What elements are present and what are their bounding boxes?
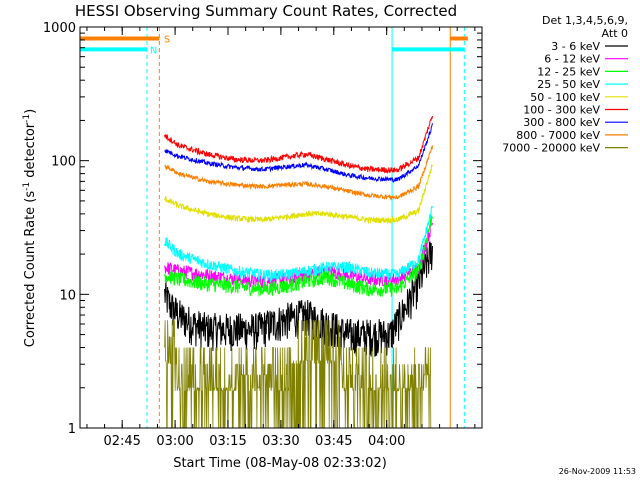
y-tick-label-3: 1000 <box>43 21 76 36</box>
series-line-4 <box>164 164 433 225</box>
legend-label-8: 7000 - 20000 keV <box>502 142 600 155</box>
x-tick-label-5: 04:00 <box>368 434 405 449</box>
y-tick-label-1: 10 <box>59 288 76 303</box>
legend-label-1: 6 - 12 keV <box>544 53 600 66</box>
legend-label-2: 12 - 25 keV <box>537 65 600 78</box>
x-tick-label-4: 03:45 <box>315 434 352 449</box>
night-flag-label: N <box>150 45 157 56</box>
y-axis: 1 10 100 1000 <box>43 21 482 437</box>
x-axis-label: Start Time (08-May-08 02:33:02) <box>173 456 387 471</box>
y-axis-label-exp2: -1 <box>22 114 32 123</box>
series-line-7 <box>164 145 433 201</box>
y-tick-label-2: 100 <box>51 155 76 170</box>
legend-label-0: 3 - 6 keV <box>551 40 600 53</box>
legend-label-5: 100 - 300 keV <box>523 104 600 117</box>
series-line-5 <box>164 115 433 174</box>
legend-label-4: 50 - 100 keV <box>530 91 600 104</box>
series-group <box>164 115 433 429</box>
footer-timestamp: 26-Nov-2009 11:53 <box>559 467 636 476</box>
y-axis-label-end: ) <box>23 109 38 114</box>
y-axis-label-main: Corrected Count Rate (s <box>23 191 38 348</box>
series-line-6 <box>164 123 433 183</box>
legend-header-line1: Det 1,3,4,5,6,9, <box>542 14 628 27</box>
y-axis-label: Corrected Count Rate (s-1 detector-1) <box>22 109 38 347</box>
x-axis: 02:45 03:00 03:15 03:30 03:45 04:00 <box>86 27 476 449</box>
series-line-3 <box>164 205 433 283</box>
saa-flag-label: S <box>164 35 170 46</box>
y-tick-label-0: 1 <box>68 422 76 437</box>
chart-title: HESSI Observing Summary Count Rates, Cor… <box>75 2 457 20</box>
legend-header-line2: Att 0 <box>602 27 628 40</box>
x-tick-label-3: 03:30 <box>262 434 299 449</box>
x-tick-label-1: 03:00 <box>156 434 193 449</box>
y-axis-label-mid: detector <box>23 122 38 182</box>
legend-label-6: 300 - 800 keV <box>523 116 600 129</box>
y-axis-label-exp1: -1 <box>22 182 32 191</box>
series-line-0 <box>164 241 433 357</box>
overlay-markers: SN <box>79 27 468 428</box>
legend-label-7: 800 - 7000 keV <box>516 129 600 142</box>
series-line-2 <box>164 215 433 297</box>
legend-label-3: 25 - 50 keV <box>537 78 600 91</box>
x-tick-label-0: 02:45 <box>103 434 140 449</box>
x-tick-label-2: 03:15 <box>209 434 246 449</box>
series-line-8 <box>164 319 433 429</box>
